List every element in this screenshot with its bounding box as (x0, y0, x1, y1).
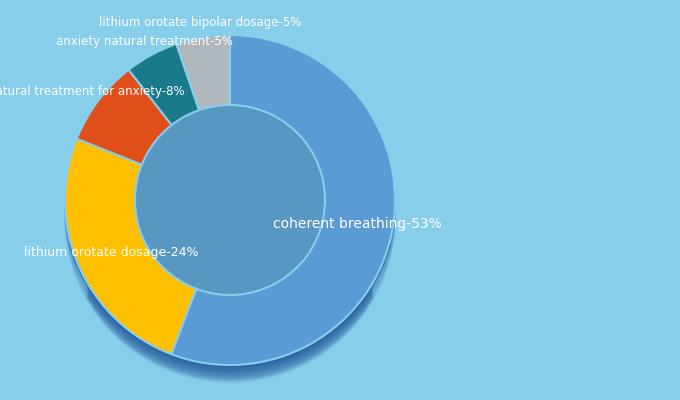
Text: lithium orotate dosage-24%: lithium orotate dosage-24% (24, 246, 198, 259)
Wedge shape (87, 248, 373, 366)
Wedge shape (77, 70, 171, 165)
Wedge shape (171, 35, 395, 365)
Wedge shape (87, 250, 373, 368)
Text: natural treatment for anxiety-8%: natural treatment for anxiety-8% (0, 85, 184, 98)
Wedge shape (69, 242, 391, 367)
Wedge shape (176, 35, 230, 110)
Wedge shape (87, 254, 373, 374)
Wedge shape (87, 256, 373, 377)
Wedge shape (87, 252, 373, 371)
Text: coherent breathing-53%: coherent breathing-53% (273, 216, 442, 230)
Wedge shape (129, 44, 199, 125)
Wedge shape (87, 255, 373, 376)
Wedge shape (87, 252, 373, 372)
Wedge shape (87, 257, 373, 378)
Wedge shape (87, 254, 373, 374)
Wedge shape (87, 249, 373, 367)
Wedge shape (87, 255, 373, 375)
Wedge shape (87, 251, 373, 370)
Wedge shape (87, 258, 373, 379)
Wedge shape (87, 251, 373, 370)
Wedge shape (87, 248, 373, 366)
Text: anxiety natural treatment-5%: anxiety natural treatment-5% (56, 35, 233, 48)
Wedge shape (87, 256, 373, 378)
Text: lithium orotate bipolar dosage-5%: lithium orotate bipolar dosage-5% (99, 16, 301, 29)
Wedge shape (87, 258, 373, 380)
Wedge shape (65, 139, 197, 354)
Wedge shape (87, 250, 373, 369)
Wedge shape (87, 253, 373, 373)
Wedge shape (87, 258, 373, 381)
